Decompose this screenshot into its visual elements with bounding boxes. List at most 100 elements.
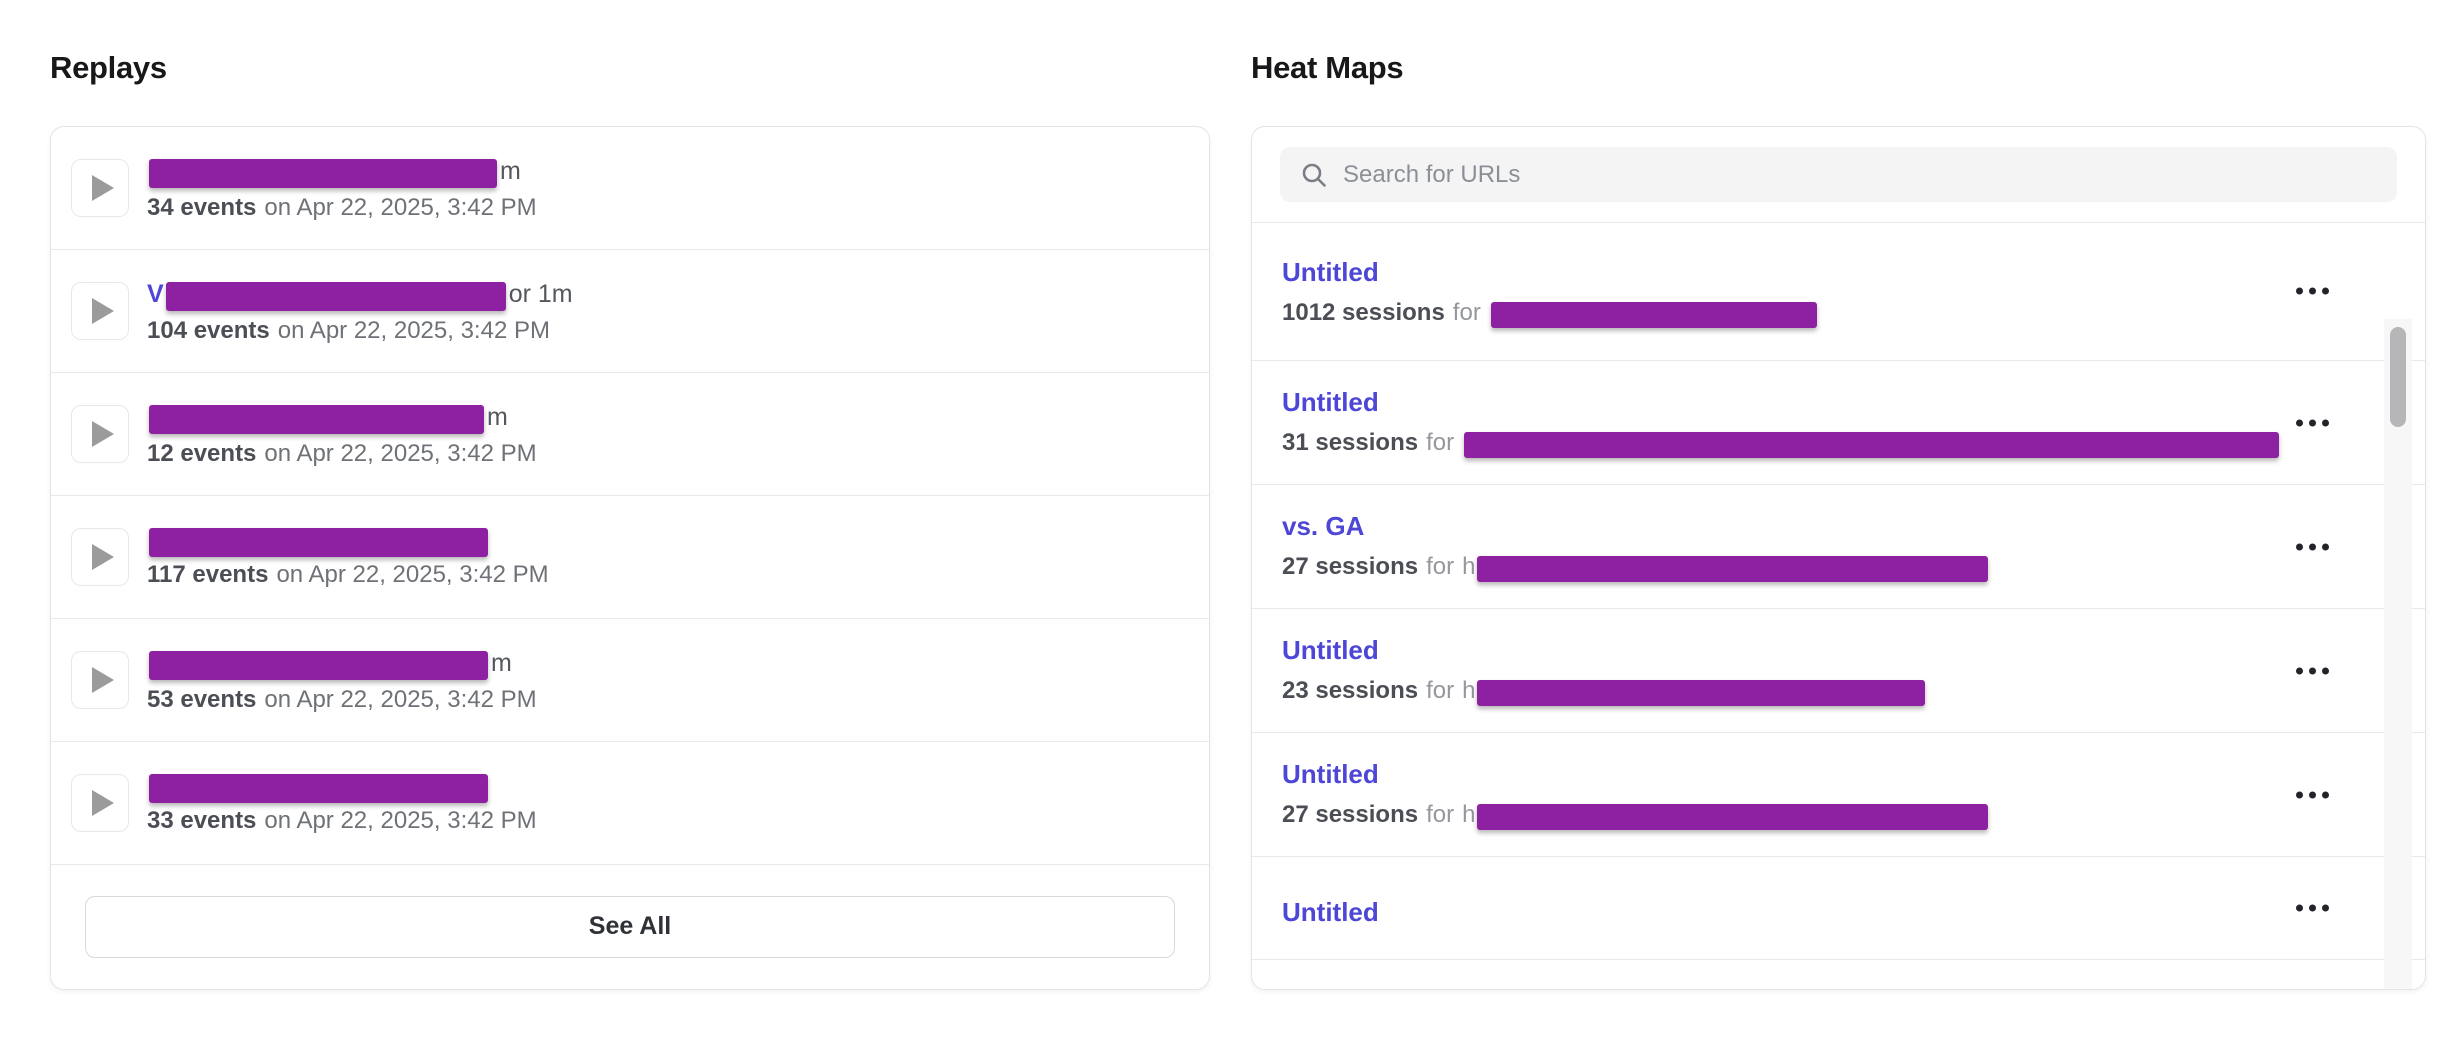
heatmap-subtitle: 1012 sessions for xyxy=(1282,299,2295,328)
ellipsis-icon xyxy=(2296,667,2303,674)
row-menu-button[interactable] xyxy=(2290,537,2335,556)
heatmap-row: Untitled 1012 sessions for xyxy=(1252,223,2425,361)
scrollbar-track[interactable] xyxy=(2384,319,2412,989)
play-button[interactable] xyxy=(71,405,129,463)
replay-link[interactable] xyxy=(147,525,549,557)
replay-date: on Apr 22, 2025, 3:42 PM xyxy=(264,439,537,467)
ellipsis-icon xyxy=(2322,287,2329,295)
replay-link[interactable] xyxy=(147,771,537,803)
redaction-bar xyxy=(1477,555,1989,582)
replay-link[interactable]: m xyxy=(147,647,537,680)
play-button[interactable] xyxy=(71,528,129,586)
replay-info: m 12 events on Apr 22, 2025, 3:42 PM xyxy=(147,401,537,468)
replay-name-fragment: V xyxy=(147,279,164,308)
heatmap-row-clipped: Untitled xyxy=(1252,960,2425,989)
redaction-bar xyxy=(165,282,506,311)
replay-duration-fragment: m xyxy=(500,156,521,185)
see-all-button[interactable]: See All xyxy=(85,895,1175,958)
play-icon xyxy=(91,790,114,816)
replay-row: V or 1m 104 events on Apr 22, 2025, 3:42 … xyxy=(51,250,1209,373)
replay-row: m 34 events on Apr 22, 2025, 3:42 PM xyxy=(51,127,1209,250)
replay-info: 117 events on Apr 22, 2025, 3:42 PM xyxy=(147,525,549,589)
heatmap-row: Untitled 31 sessions for xyxy=(1252,361,2425,485)
replay-date: on Apr 22, 2025, 3:42 PM xyxy=(276,561,549,588)
ellipsis-icon xyxy=(2296,287,2303,295)
replay-link[interactable]: m xyxy=(147,155,537,188)
scrollbar-thumb[interactable] xyxy=(2390,327,2406,427)
play-icon xyxy=(91,667,114,693)
replays-panel: Replays m 34 events on Apr 22, 2025, 3:42… xyxy=(50,50,1210,990)
row-menu-button[interactable] xyxy=(2290,282,2335,301)
row-menu-button[interactable] xyxy=(2290,785,2335,804)
play-icon xyxy=(91,421,114,447)
row-menu-button[interactable] xyxy=(2290,899,2335,918)
heatmap-link[interactable]: Untitled xyxy=(1282,387,1379,417)
replay-info: m 34 events on Apr 22, 2025, 3:42 PM xyxy=(147,155,537,222)
replay-meta: 33 events on Apr 22, 2025, 3:42 PM xyxy=(147,807,537,835)
search-box[interactable] xyxy=(1280,147,2397,202)
ellipsis-icon xyxy=(2322,667,2329,674)
ellipsis-icon xyxy=(2309,791,2316,798)
redaction-bar xyxy=(149,159,497,188)
event-count: 34 events xyxy=(147,193,257,221)
redaction-bar xyxy=(149,651,488,680)
ellipsis-icon xyxy=(2309,667,2316,674)
heatmap-link[interactable]: vs. GA xyxy=(1282,511,1365,541)
play-icon xyxy=(91,298,114,324)
session-count: 23 sessions xyxy=(1282,677,1419,704)
ellipsis-icon xyxy=(2309,287,2316,295)
play-button[interactable] xyxy=(71,282,129,340)
heatmap-link[interactable]: Untitled xyxy=(1282,897,1379,927)
heatmap-subtitle: 23 sessions for h xyxy=(1282,677,2295,706)
replay-info: 33 events on Apr 22, 2025, 3:42 PM xyxy=(147,771,537,835)
url-fragment: h xyxy=(1462,553,1476,580)
play-button[interactable] xyxy=(71,651,129,709)
play-button[interactable] xyxy=(71,774,129,832)
ellipsis-icon xyxy=(2309,419,2316,426)
heatmap-row: vs. GA 27 sessions for h xyxy=(1252,485,2425,609)
event-count: 53 events xyxy=(147,685,257,713)
see-all-section: See All xyxy=(51,865,1209,988)
heatmap-link[interactable]: Untitled xyxy=(1282,759,1379,789)
replay-meta: 34 events on Apr 22, 2025, 3:42 PM xyxy=(147,194,537,222)
heatmap-row: Untitled 27 sessions for h xyxy=(1252,733,2425,857)
replay-info: m 53 events on Apr 22, 2025, 3:42 PM xyxy=(147,647,537,714)
row-menu-button[interactable] xyxy=(2290,413,2335,432)
ellipsis-icon xyxy=(2309,543,2316,550)
play-icon xyxy=(91,175,114,201)
session-count: 1012 sessions xyxy=(1282,299,1445,326)
ellipsis-icon xyxy=(2296,419,2303,426)
session-count: 27 sessions xyxy=(1282,553,1419,580)
event-count: 104 events xyxy=(147,316,270,344)
row-menu-button[interactable] xyxy=(2290,661,2335,680)
redaction-bar xyxy=(149,405,484,434)
session-count: 31 sessions xyxy=(1282,429,1419,456)
replay-link[interactable]: m xyxy=(147,401,537,434)
redaction-bar xyxy=(149,528,488,557)
ellipsis-icon xyxy=(2322,791,2329,798)
replay-date: on Apr 22, 2025, 3:42 PM xyxy=(264,685,537,713)
url-fragment: h xyxy=(1462,801,1476,828)
replay-meta: 12 events on Apr 22, 2025, 3:42 PM xyxy=(147,440,537,468)
for-label: for xyxy=(1426,429,1455,456)
play-button[interactable] xyxy=(71,159,129,217)
for-label: for xyxy=(1426,801,1455,828)
replays-card: m 34 events on Apr 22, 2025, 3:42 PM V or… xyxy=(50,126,1210,990)
ellipsis-icon xyxy=(2296,791,2303,798)
heatmap-link[interactable]: Untitled xyxy=(1282,635,1379,665)
redaction-bar xyxy=(1477,803,1989,830)
search-section xyxy=(1252,127,2425,223)
redaction-bar xyxy=(1490,301,1817,328)
for-label: for xyxy=(1426,553,1455,580)
search-input[interactable] xyxy=(1343,160,2377,189)
heatmap-link[interactable]: Untitled xyxy=(1282,988,1379,989)
replay-link[interactable]: V or 1m xyxy=(147,278,573,311)
ellipsis-icon xyxy=(2296,904,2303,912)
event-count: 117 events xyxy=(147,561,269,588)
replay-row: m 12 events on Apr 22, 2025, 3:42 PM xyxy=(51,373,1209,496)
heatmaps-panel: Heat Maps Untitled 1012 sessions for Unti… xyxy=(1251,50,2426,990)
heatmap-link[interactable]: Untitled xyxy=(1282,257,1379,287)
ellipsis-icon xyxy=(2322,543,2329,550)
replay-meta: 53 events on Apr 22, 2025, 3:42 PM xyxy=(147,686,537,714)
heatmaps-title: Heat Maps xyxy=(1251,50,1404,85)
